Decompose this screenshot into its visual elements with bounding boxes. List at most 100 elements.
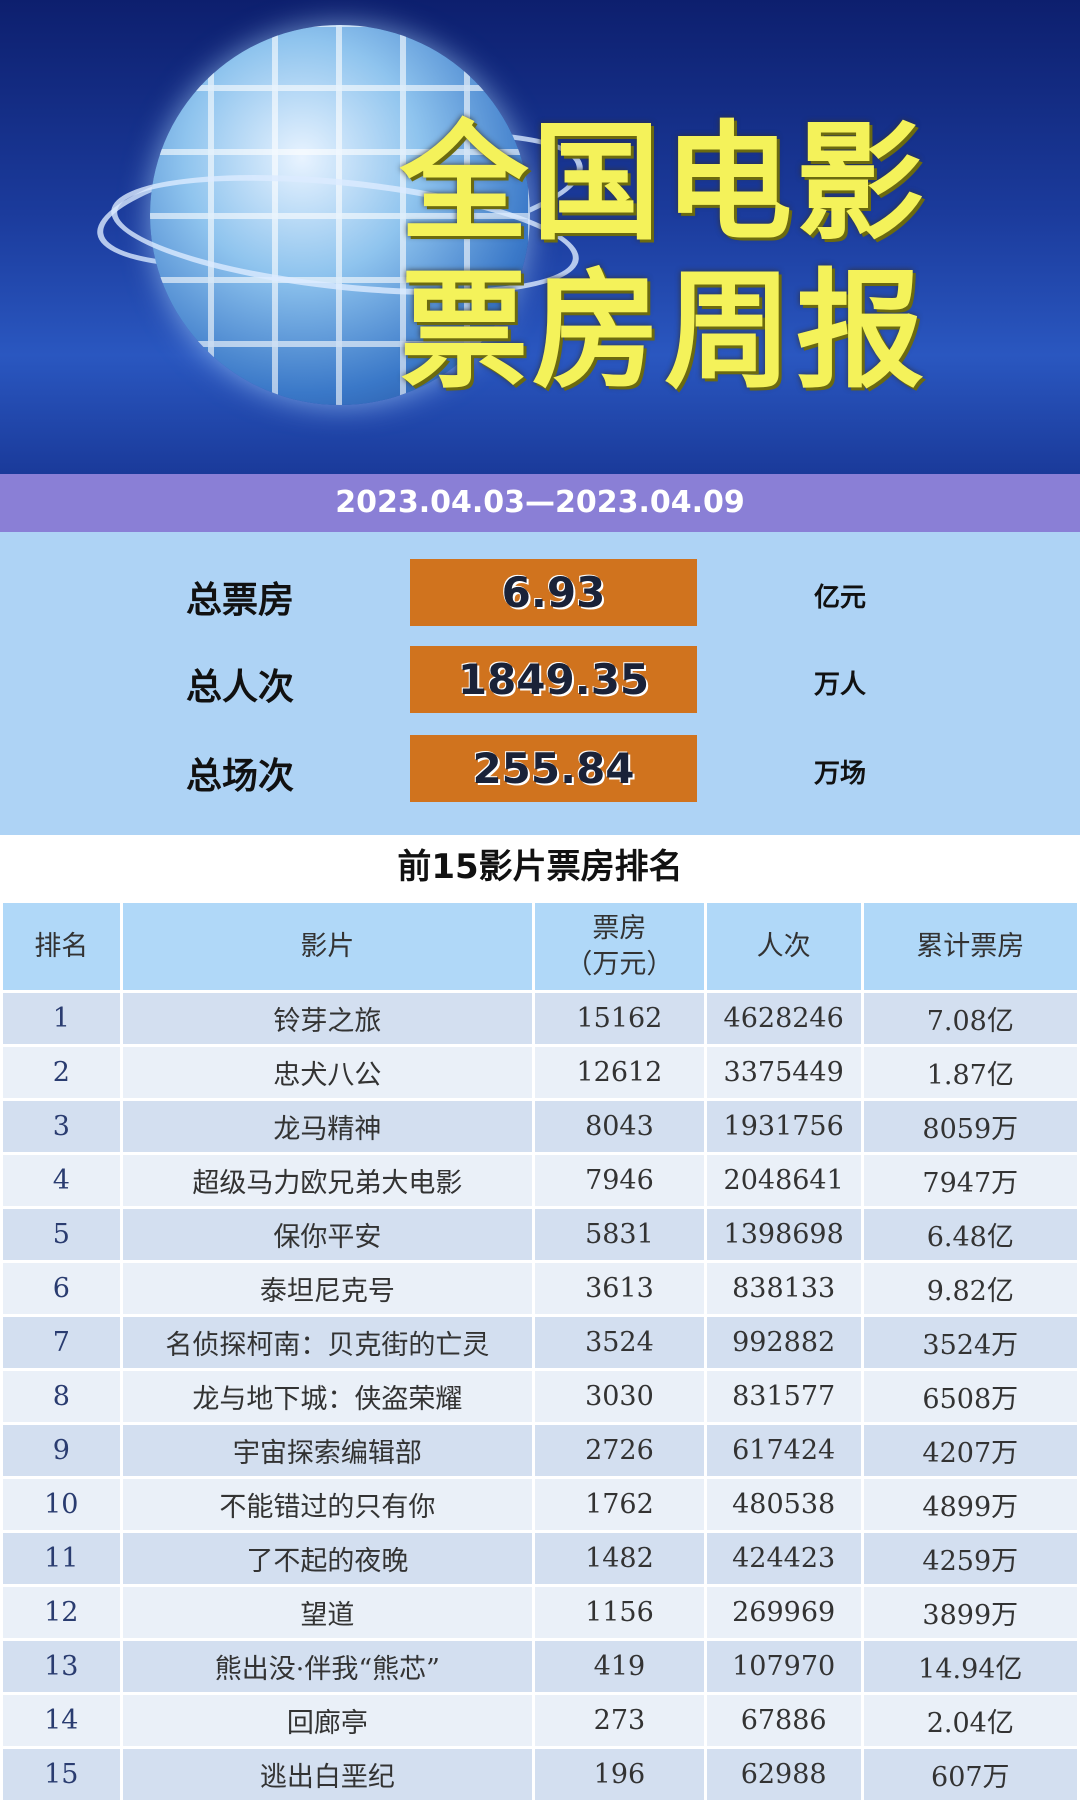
header-box-office: 票房 （万元） <box>532 900 707 993</box>
cell-cumulative: 7947万 <box>860 1152 1080 1209</box>
summary-unit: 万场 <box>813 759 866 789</box>
cell-admissions: 269969 <box>703 1584 864 1641</box>
cell-rank: 5 <box>0 1206 123 1263</box>
cell-cumulative: 6.48亿 <box>860 1206 1080 1263</box>
table-row: 3 龙马精神 8043 1931756 8059万 <box>0 1098 1080 1155</box>
cell-admissions: 424423 <box>703 1530 864 1587</box>
table-row: 7 名侦探柯南：贝克街的亡灵 3524 992882 3524万 <box>0 1314 1080 1371</box>
cell-admissions: 838133 <box>703 1260 864 1317</box>
cell-rank: 9 <box>0 1422 123 1479</box>
summary-label: 总票房 <box>185 580 294 621</box>
cell-box-office: 15162 <box>532 990 707 1047</box>
summary-label: 总人次 <box>185 667 294 708</box>
cell-film: 了不起的夜晚 <box>119 1530 536 1587</box>
cell-cumulative: 4259万 <box>860 1530 1080 1587</box>
table-row: 14 回廊亭 273 67886 2.04亿 <box>0 1692 1080 1749</box>
summary-total-admissions: 总人次 1849.35 万人 <box>0 646 1080 713</box>
cell-admissions: 2048641 <box>703 1152 864 1209</box>
summary-total-box-office: 总票房 6.93 亿元 <box>0 559 1080 626</box>
table-row: 6 泰坦尼克号 3613 838133 9.82亿 <box>0 1260 1080 1317</box>
cell-film: 回廊亭 <box>119 1692 536 1749</box>
cell-cumulative: 4899万 <box>860 1476 1080 1533</box>
cell-cumulative: 2.04亿 <box>860 1692 1080 1749</box>
table-row: 5 保你平安 5831 1398698 6.48亿 <box>0 1206 1080 1263</box>
cell-rank: 7 <box>0 1314 123 1371</box>
summary-total-screenings: 总场次 255.84 万场 <box>0 735 1080 802</box>
cell-admissions: 3375449 <box>703 1044 864 1101</box>
cell-cumulative: 9.82亿 <box>860 1260 1080 1317</box>
cell-admissions: 617424 <box>703 1422 864 1479</box>
cell-box-office: 3030 <box>532 1368 707 1425</box>
header-rank: 排名 <box>0 900 123 993</box>
cell-cumulative: 14.94亿 <box>860 1638 1080 1695</box>
cell-box-office: 3613 <box>532 1260 707 1317</box>
cell-admissions: 62988 <box>703 1746 864 1803</box>
cell-rank: 1 <box>0 990 123 1047</box>
table-row: 10 不能错过的只有你 1762 480538 4899万 <box>0 1476 1080 1533</box>
cell-rank: 2 <box>0 1044 123 1101</box>
table-header-row: 排名 影片 票房 （万元） 人次 累计票房 <box>0 900 1080 993</box>
table-row: 13 熊出没·伴我“熊芯” 419 107970 14.94亿 <box>0 1638 1080 1695</box>
header-film: 影片 <box>119 900 536 993</box>
summary-panel: 总票房 6.93 亿元 总人次 1849.35 万人 总场次 255.84 万场 <box>0 532 1080 835</box>
table-row: 4 超级马力欧兄弟大电影 7946 2048641 7947万 <box>0 1152 1080 1209</box>
cell-admissions: 107970 <box>703 1638 864 1695</box>
table-row: 2 忠犬八公 12612 3375449 1.87亿 <box>0 1044 1080 1101</box>
cell-cumulative: 7.08亿 <box>860 990 1080 1047</box>
cell-film: 望道 <box>119 1584 536 1641</box>
cell-film: 龙与地下城：侠盗荣耀 <box>119 1368 536 1425</box>
cell-rank: 4 <box>0 1152 123 1209</box>
cell-admissions: 992882 <box>703 1314 864 1371</box>
cell-cumulative: 3899万 <box>860 1584 1080 1641</box>
cell-film: 超级马力欧兄弟大电影 <box>119 1152 536 1209</box>
header-box-office-unit: （万元） <box>565 948 674 980</box>
cell-admissions: 1931756 <box>703 1098 864 1155</box>
cell-admissions: 480538 <box>703 1476 864 1533</box>
cell-box-office: 196 <box>532 1746 707 1803</box>
cell-box-office: 2726 <box>532 1422 707 1479</box>
table-row: 8 龙与地下城：侠盗荣耀 3030 831577 6508万 <box>0 1368 1080 1425</box>
cell-box-office: 273 <box>532 1692 707 1749</box>
cell-rank: 11 <box>0 1530 123 1587</box>
summary-value: 1849.35 <box>410 646 697 713</box>
banner-title: 全国电影 票房周报 <box>400 110 928 406</box>
cell-box-office: 12612 <box>532 1044 707 1101</box>
cell-film: 不能错过的只有你 <box>119 1476 536 1533</box>
cell-film: 泰坦尼克号 <box>119 1260 536 1317</box>
table-row: 1 铃芽之旅 15162 4628246 7.08亿 <box>0 990 1080 1047</box>
cell-film: 保你平安 <box>119 1206 536 1263</box>
cell-box-office: 3524 <box>532 1314 707 1371</box>
cell-film: 龙马精神 <box>119 1098 536 1155</box>
banner-title-line2: 票房周报 <box>400 257 929 406</box>
cell-box-office: 7946 <box>532 1152 707 1209</box>
ranking-table: 排名 影片 票房 （万元） 人次 累计票房 1 铃芽之旅 15162 4628246 7.… <box>0 900 1080 1803</box>
cell-box-office: 5831 <box>532 1206 707 1263</box>
table-row: 11 了不起的夜晚 1482 424423 4259万 <box>0 1530 1080 1587</box>
cell-cumulative: 8059万 <box>860 1098 1080 1155</box>
cell-box-office: 1156 <box>532 1584 707 1641</box>
cell-admissions: 1398698 <box>703 1206 864 1263</box>
cell-box-office: 419 <box>532 1638 707 1695</box>
cell-cumulative: 3524万 <box>860 1314 1080 1371</box>
globe-image <box>150 25 530 405</box>
summary-unit: 亿元 <box>813 583 866 613</box>
banner-title-line1: 全国电影 <box>400 109 929 258</box>
summary-value: 6.93 <box>410 559 697 626</box>
cell-rank: 3 <box>0 1098 123 1155</box>
cell-rank: 15 <box>0 1746 123 1803</box>
cell-box-office: 1762 <box>532 1476 707 1533</box>
cell-rank: 12 <box>0 1584 123 1641</box>
cell-admissions: 67886 <box>703 1692 864 1749</box>
date-range: 2023.04.03—2023.04.09 <box>0 474 1080 532</box>
cell-film: 宇宙探索编辑部 <box>119 1422 536 1479</box>
table-row: 12 望道 1156 269969 3899万 <box>0 1584 1080 1641</box>
cell-rank: 8 <box>0 1368 123 1425</box>
cell-cumulative: 4207万 <box>860 1422 1080 1479</box>
header-cumulative: 累计票房 <box>860 900 1080 993</box>
cell-cumulative: 6508万 <box>860 1368 1080 1425</box>
table-row: 9 宇宙探索编辑部 2726 617424 4207万 <box>0 1422 1080 1479</box>
cell-admissions: 4628246 <box>703 990 864 1047</box>
cell-rank: 10 <box>0 1476 123 1533</box>
cell-cumulative: 1.87亿 <box>860 1044 1080 1101</box>
table-row: 15 逃出白垩纪 196 62988 607万 <box>0 1746 1080 1803</box>
